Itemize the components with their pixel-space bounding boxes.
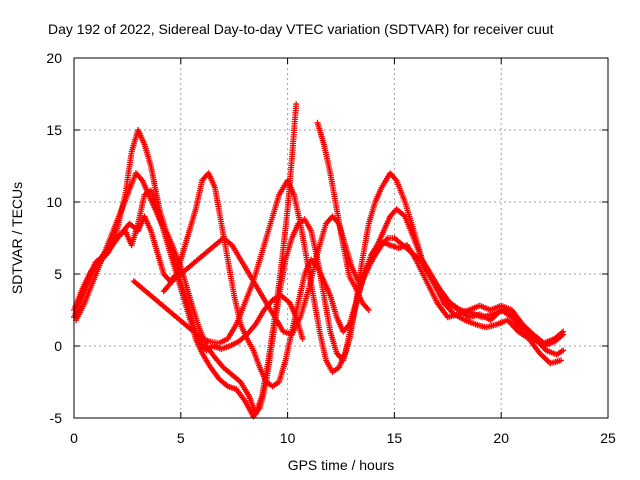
series-trace-6 — [160, 206, 567, 358]
y-tick-label: -5 — [50, 410, 63, 426]
x-tick-label: 15 — [387, 430, 403, 446]
plot-frame — [73, 57, 609, 419]
y-tick-label: 10 — [46, 194, 62, 210]
x-tick-label: 25 — [600, 430, 616, 446]
data-marks — [71, 101, 567, 420]
series-trace-3 — [75, 170, 567, 390]
x-tick-label: 5 — [177, 430, 185, 446]
y-tick-label: 0 — [54, 338, 62, 354]
x-axis-label: GPS time / hours — [288, 457, 395, 473]
data-point — [558, 357, 565, 364]
series-trace-5 — [130, 177, 567, 375]
chart-title: Day 192 of 2022, Sidereal Day-to-day VTE… — [48, 21, 554, 37]
data-point — [299, 335, 306, 342]
data-point — [293, 101, 300, 108]
data-point — [560, 328, 567, 335]
grid — [74, 58, 608, 418]
x-tick-label: 20 — [493, 430, 509, 446]
series-trace-2 — [71, 170, 565, 420]
data-point — [560, 347, 567, 354]
x-tick-label: 0 — [70, 430, 78, 446]
y-tick-label: 15 — [46, 122, 62, 138]
y-tick-label: 20 — [46, 50, 62, 66]
axis-ticks: 0 5 10 15 20 25 -5 0 5 10 15 20 — [46, 50, 616, 446]
data-point — [365, 307, 372, 313]
series-trace-7 — [314, 119, 372, 313]
series-trace-4 — [73, 170, 306, 354]
x-tick-label: 10 — [280, 430, 296, 446]
y-axis-label: SDTVAR / TECUs — [9, 182, 25, 294]
series-trace-1 — [71, 101, 300, 417]
y-tick-label: 5 — [54, 266, 62, 282]
